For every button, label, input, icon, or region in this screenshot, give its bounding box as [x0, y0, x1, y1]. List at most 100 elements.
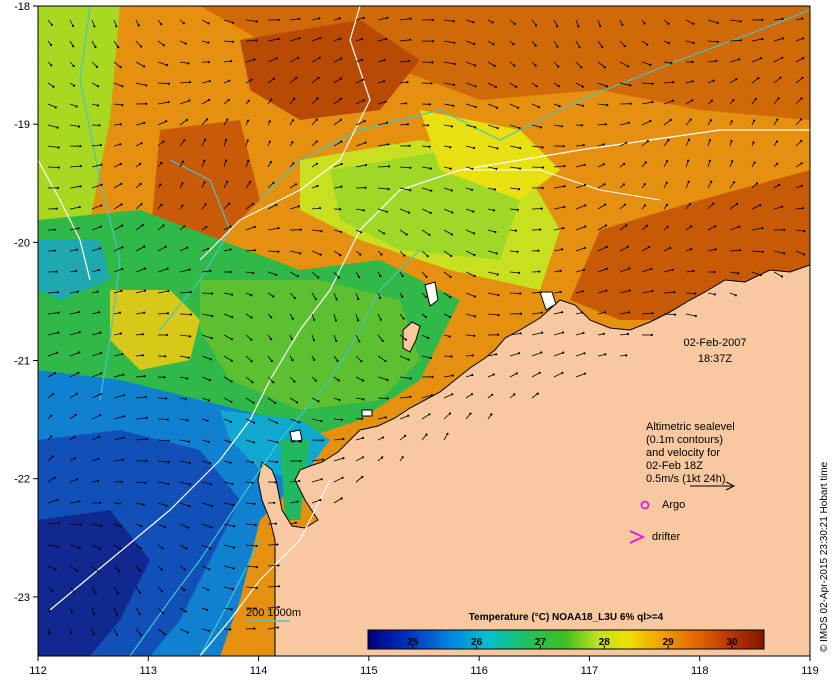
velocity-arrow — [421, 394, 433, 399]
velocity-arrowhead — [358, 340, 361, 343]
velocity-arrowhead — [691, 99, 694, 102]
velocity-arrowhead — [145, 84, 148, 87]
velocity-arrow — [69, 565, 78, 572]
velocity-arrowhead — [189, 291, 192, 294]
velocity-arrowhead — [450, 233, 453, 236]
velocity-arrow — [553, 124, 563, 127]
velocity-arrow — [641, 61, 651, 66]
velocity-arrowhead — [78, 500, 81, 503]
velocity-arrowhead — [517, 106, 520, 109]
velocity-arrow — [575, 290, 583, 294]
velocity-arrow — [597, 311, 606, 315]
velocity-arrowhead — [708, 159, 712, 162]
velocity-arrowhead — [651, 82, 654, 85]
velocity-arrowhead — [537, 249, 540, 252]
velocity-arrow — [333, 119, 342, 126]
velocity-arrow — [267, 78, 275, 84]
velocity-arrowhead — [739, 39, 742, 42]
velocity-arrowhead — [406, 81, 409, 84]
velocity-arrowhead — [470, 393, 474, 396]
velocity-arrowhead — [57, 331, 60, 334]
velocity-arrow — [179, 334, 191, 337]
velocity-arrow — [443, 124, 452, 127]
velocity-arrowhead — [491, 21, 494, 24]
velocity-arrowhead — [472, 210, 475, 213]
velocity-arrowhead — [665, 181, 668, 184]
velocity-arrowhead — [164, 245, 167, 248]
velocity-arrowhead — [167, 439, 170, 442]
velocity-arrow — [201, 355, 212, 360]
velocity-arrowhead — [232, 503, 235, 507]
velocity-arrowhead — [207, 588, 210, 591]
velocity-arrowhead — [384, 416, 387, 419]
velocity-arrowhead — [277, 585, 280, 588]
velocity-arrow — [311, 271, 319, 278]
velocity-arrowhead — [714, 225, 717, 228]
velocity-arrowhead — [646, 43, 649, 46]
velocity-arrow — [553, 332, 564, 336]
velocity-arrowhead — [207, 247, 210, 250]
velocity-arrow — [553, 372, 563, 378]
velocity-arrow — [223, 544, 235, 548]
velocity-arrowhead — [232, 567, 235, 570]
velocity-arrowhead — [122, 436, 125, 439]
velocity-arrowhead — [803, 253, 806, 256]
velocity-arrowhead — [160, 203, 163, 206]
velocity-arrow — [333, 438, 344, 441]
velocity-arrowhead — [761, 227, 764, 230]
legend-line-2: (0.1m contours) — [646, 434, 723, 446]
velocity-arrowhead — [583, 163, 586, 166]
velocity-arrowhead — [79, 165, 82, 168]
velocity-arrowhead — [651, 100, 654, 104]
velocity-arrowhead — [800, 184, 803, 187]
velocity-arrowhead — [755, 182, 759, 185]
velocity-arrow — [223, 249, 231, 252]
velocity-arrow — [267, 227, 279, 231]
velocity-arrowhead — [360, 38, 363, 41]
velocity-arrowhead — [425, 275, 428, 278]
velocity-arrowhead — [227, 202, 231, 205]
velocity-arrow — [553, 40, 558, 47]
velocity-arrowhead — [291, 359, 294, 362]
velocity-arrowhead — [628, 289, 631, 292]
velocity-arrow — [245, 249, 256, 252]
velocity-arrowhead — [778, 183, 781, 186]
velocity-arrowhead — [361, 456, 364, 459]
velocity-arrow — [795, 98, 802, 105]
velocity-arrow — [619, 268, 630, 273]
velocity-arrowhead — [759, 273, 763, 277]
velocity-arrowhead — [472, 21, 475, 24]
velocity-arrowhead — [255, 544, 258, 548]
velocity-arrowhead — [738, 249, 742, 252]
velocity-arrowhead — [690, 225, 693, 228]
velocity-arrow — [47, 312, 59, 315]
velocity-arrowhead — [186, 419, 189, 422]
velocity-arrow — [47, 291, 58, 294]
velocity-arrowhead — [513, 22, 516, 25]
velocity-arrow — [135, 396, 146, 399]
velocity-arrow — [663, 247, 671, 252]
velocity-arrowhead — [55, 270, 58, 273]
velocity-arrowhead — [427, 124, 430, 127]
velocity-arrow — [135, 290, 146, 294]
velocity-arrowhead — [115, 613, 118, 616]
velocity-arrowhead — [496, 106, 499, 109]
lat-tick-label: -19 — [14, 119, 30, 131]
velocity-arrow — [245, 203, 254, 210]
velocity-arrow — [91, 523, 102, 527]
velocity-arrow — [355, 313, 359, 321]
velocity-arrowhead — [336, 359, 339, 362]
velocity-arrowhead — [167, 482, 170, 485]
colorbar-tick-label: 25 — [407, 637, 419, 648]
velocity-arrowhead — [519, 332, 522, 335]
velocity-arrowhead — [317, 276, 320, 279]
velocity-arrowhead — [692, 22, 695, 25]
velocity-arrowhead — [428, 233, 431, 236]
velocity-arrowhead — [339, 208, 342, 211]
velocity-arrow — [179, 481, 191, 485]
velocity-arrowhead — [713, 270, 716, 274]
velocity-arrowhead — [292, 162, 295, 165]
velocity-arrowhead — [99, 547, 102, 551]
velocity-arrowhead — [409, 17, 412, 20]
velocity-arrowhead — [562, 227, 565, 230]
